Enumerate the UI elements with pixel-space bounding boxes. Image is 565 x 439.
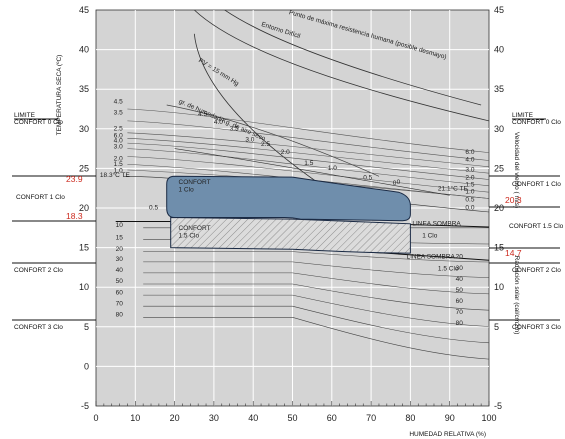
radiation-label-left: 60 — [116, 289, 124, 296]
right-confort-15: CONFORT 1.5 Clo — [509, 223, 564, 230]
x-tick-label: 70 — [366, 413, 376, 423]
y-tick-label-right: 35 — [494, 84, 504, 94]
x-axis-title: HUMEDAD RELATIVA (%) — [409, 431, 486, 438]
y-tick-label-left: 5 — [84, 322, 89, 332]
x-tick-label: 20 — [170, 413, 180, 423]
right-confort-3: CONFORT 3 Clo — [512, 324, 561, 331]
label-te-high: 21.1°C TE — [438, 185, 469, 193]
radiation-label-right: 30 — [456, 265, 464, 272]
wind-label-mid: 0.5 — [363, 174, 372, 181]
radiation-label-right: 60 — [456, 298, 464, 305]
y-tick-label-left: -5 — [81, 401, 89, 411]
wind-label-mid: 2.0 — [281, 149, 290, 156]
wind-label-mid: 4.0 — [214, 119, 223, 126]
y-tick-label-right: 40 — [494, 45, 504, 55]
radiation-label-right: 50 — [456, 287, 464, 294]
y-tick-label-left: 40 — [79, 45, 89, 55]
y-tick-label-left: 35 — [79, 84, 89, 94]
radiation-label-left: 80 — [116, 312, 124, 319]
wind-label-left: 3.5 — [114, 110, 123, 117]
radiation-label-right: 80 — [456, 320, 464, 327]
x-tick-label: 50 — [287, 413, 297, 423]
wind-label-left: 1.0 — [114, 167, 123, 174]
y-tick-label-left: 25 — [79, 163, 89, 173]
radiation-label-left: 20 — [116, 246, 124, 253]
wind-label-mid: 1.5 — [304, 160, 313, 167]
wind-label-right: 3.0 — [465, 167, 474, 174]
radiation-label-left: 10 — [116, 222, 124, 229]
y-tick-label-right: 45 — [494, 5, 504, 15]
y-tick-label-right: 25 — [494, 163, 504, 173]
wind-label-left: 4.5 — [114, 98, 123, 105]
label-sombra-2: LINEA SOMBRA — [406, 254, 455, 261]
label-zone-1: 1 Clo — [179, 186, 195, 193]
radiation-label-left: 70 — [116, 300, 124, 307]
wind-label-mid: 1.0 — [328, 165, 337, 172]
wind-label-left: 2.5 — [114, 125, 123, 132]
y-tick-label-left: 10 — [79, 282, 89, 292]
y-tick-label-left: 15 — [79, 243, 89, 253]
right-confort-2: CONFORT 2 Clo — [512, 267, 561, 274]
comfort-zone-15-clo — [171, 218, 411, 254]
wind-label-right: 0.0 — [465, 205, 474, 212]
label-zero: 0 — [397, 179, 401, 186]
label-zone-15: CONFORT — [179, 225, 211, 232]
wind-label-mid: 0 — [393, 180, 397, 187]
right-value-147: 14.7 — [505, 248, 522, 258]
x-tick-label: 80 — [405, 413, 415, 423]
left-confort-2: CONFORT 2 Clo — [14, 267, 63, 274]
wind-label-mid: 3.0 — [245, 136, 254, 143]
wind-label-mid: 2.5 — [261, 141, 270, 148]
wind-label-mid: 3.5 — [230, 125, 239, 132]
left-limit-label: LIMITE — [14, 112, 36, 119]
radiation-label-left: 15 — [116, 235, 124, 242]
y-tick-label-left: 45 — [79, 5, 89, 15]
x-tick-label: 30 — [209, 413, 219, 423]
wind-label-right: 2.0 — [465, 174, 474, 181]
x-tick-label: 90 — [445, 413, 455, 423]
radiation-label-right: 20 — [456, 254, 464, 261]
x-tick-label: 60 — [327, 413, 337, 423]
label-zone-15: 1.5 Clo — [179, 232, 200, 239]
y-tick-label-right: 30 — [494, 124, 504, 134]
right-value-203: 20.3 — [505, 195, 522, 205]
left-confort-3: CONFORT 3 Clo — [14, 324, 63, 331]
left-value-183: 18.3 — [66, 211, 83, 221]
y-tick-label-left: 30 — [79, 124, 89, 134]
wind-label-right: 0.5 — [465, 197, 474, 204]
wind-label-left: 3.0 — [114, 144, 123, 151]
label-sombra-1: LINEA SOMBRA — [412, 220, 461, 227]
right-limit-label: LIMITE — [512, 112, 534, 119]
radiation-label-left: 50 — [116, 278, 124, 285]
label-clo-1: 1 Clo — [422, 232, 438, 239]
right-limit-sub: CONFORT 0 Clo — [512, 119, 561, 126]
wind-label-right: 4.0 — [465, 156, 474, 163]
radiation-label-right: 40 — [456, 276, 464, 283]
label-half: 0.5 — [149, 205, 158, 212]
y-tick-label-right: 5 — [494, 322, 499, 332]
right-confort-1: CONFORT 1 Clo — [512, 181, 561, 188]
left-confort-1: CONFORT 1 Clo — [16, 194, 65, 201]
wind-label-right: 6.0 — [465, 149, 474, 156]
x-tick-label: 40 — [248, 413, 258, 423]
radiation-label-left: 40 — [116, 267, 124, 274]
x-tick-label: 0 — [93, 413, 98, 423]
wind-label-right: 1.0 — [465, 189, 474, 196]
wind-label-mid: 4.5 — [198, 111, 207, 118]
left-value-239: 23.9 — [66, 174, 83, 184]
left-limit-sub: CONFORT 0 Clo — [14, 119, 63, 126]
wind-label-right: 1.5 — [465, 182, 474, 189]
y-tick-label-right: 20 — [494, 203, 504, 213]
y-tick-label-right: -5 — [494, 401, 502, 411]
x-tick-label: 10 — [130, 413, 140, 423]
y-tick-label-right: 10 — [494, 282, 504, 292]
radiation-label-left: 30 — [116, 256, 124, 263]
y-tick-label-left: 0 — [84, 361, 89, 371]
radiation-label-right: 70 — [456, 309, 464, 316]
label-zone-1: CONFORT — [179, 179, 211, 186]
x-tick-label: 100 — [481, 413, 496, 423]
